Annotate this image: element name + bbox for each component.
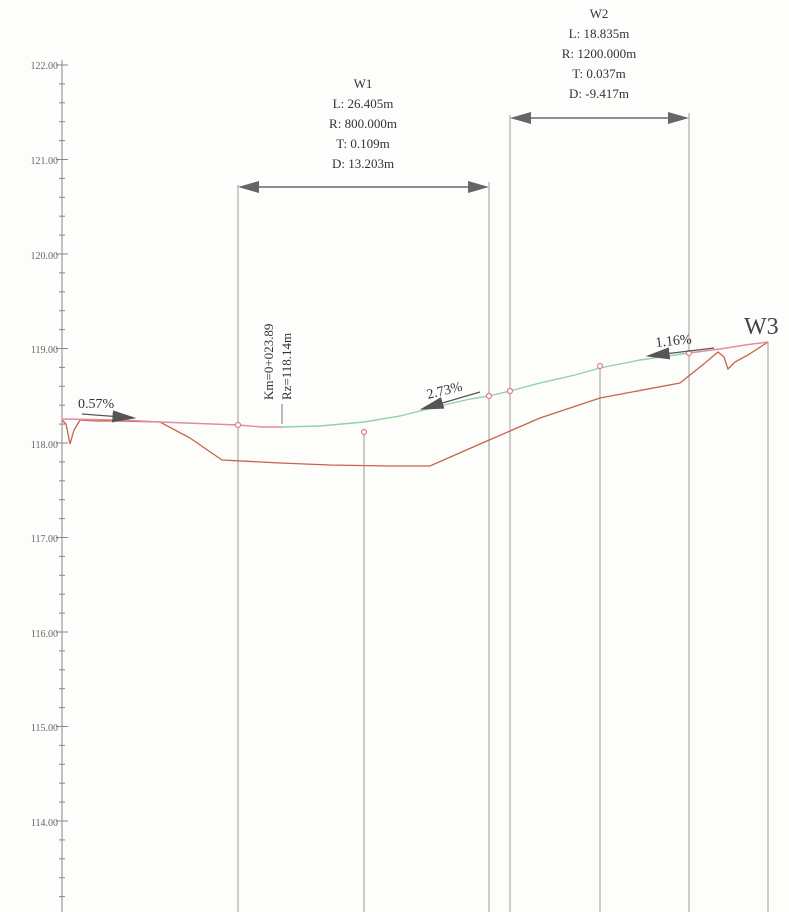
w1-length: L: 26.405m — [333, 96, 394, 111]
tick-label-117: 117.00 — [31, 534, 58, 545]
ground-line — [61, 341, 769, 467]
tick-label-120: 120.00 — [31, 251, 59, 262]
w1-name: W1 — [354, 76, 373, 91]
tick-label-122: 122.00 — [31, 61, 59, 72]
point-w1-end — [485, 392, 493, 400]
point-w1-start — [234, 421, 242, 429]
tick-label-116: 116.00 — [31, 629, 58, 640]
tick-label-118: 118.00 — [31, 440, 58, 451]
grade-label-1: 0.57% — [78, 397, 115, 412]
design-line-start — [61, 418, 282, 428]
grade-label-3: 1.16% — [655, 332, 693, 351]
design-line-curve — [281, 352, 690, 428]
design-line-end — [688, 341, 769, 354]
station-rz: Rz=118.14m — [279, 333, 294, 400]
w1-tangent: T: 0.109m — [336, 136, 390, 151]
tick-label-115: 115.00 — [31, 723, 58, 734]
point-w2-mid — [596, 362, 604, 370]
station-guides — [237, 113, 769, 912]
tick-label-114: 114.00 — [31, 818, 58, 829]
axis-ticks — [56, 64, 68, 898]
w2-radius: R: 1200.000m — [562, 46, 636, 61]
tick-label-119: 119.00 — [31, 345, 58, 356]
w1-d: D: 13.203m — [332, 156, 394, 171]
w2-length: L: 18.835m — [569, 26, 630, 41]
w2-name: W2 — [590, 6, 609, 21]
grade-arrow-3 — [645, 347, 715, 360]
w2-tangent: T: 0.037m — [572, 66, 626, 81]
grade-label-2: 2.73% — [425, 379, 464, 402]
point-w1-low — [360, 428, 368, 436]
station-points — [234, 349, 693, 436]
tick-label-121: 121.00 — [31, 156, 59, 167]
grade-arrow-1 — [81, 410, 137, 423]
w2-d: D: -9.417m — [569, 86, 629, 101]
w3-label: W3 — [744, 314, 779, 340]
station-km: Km=0+023.89 — [261, 324, 276, 400]
point-w2-start — [506, 387, 514, 395]
grade-arrow-2 — [419, 391, 481, 410]
w1-radius: R: 800.000m — [329, 116, 397, 131]
